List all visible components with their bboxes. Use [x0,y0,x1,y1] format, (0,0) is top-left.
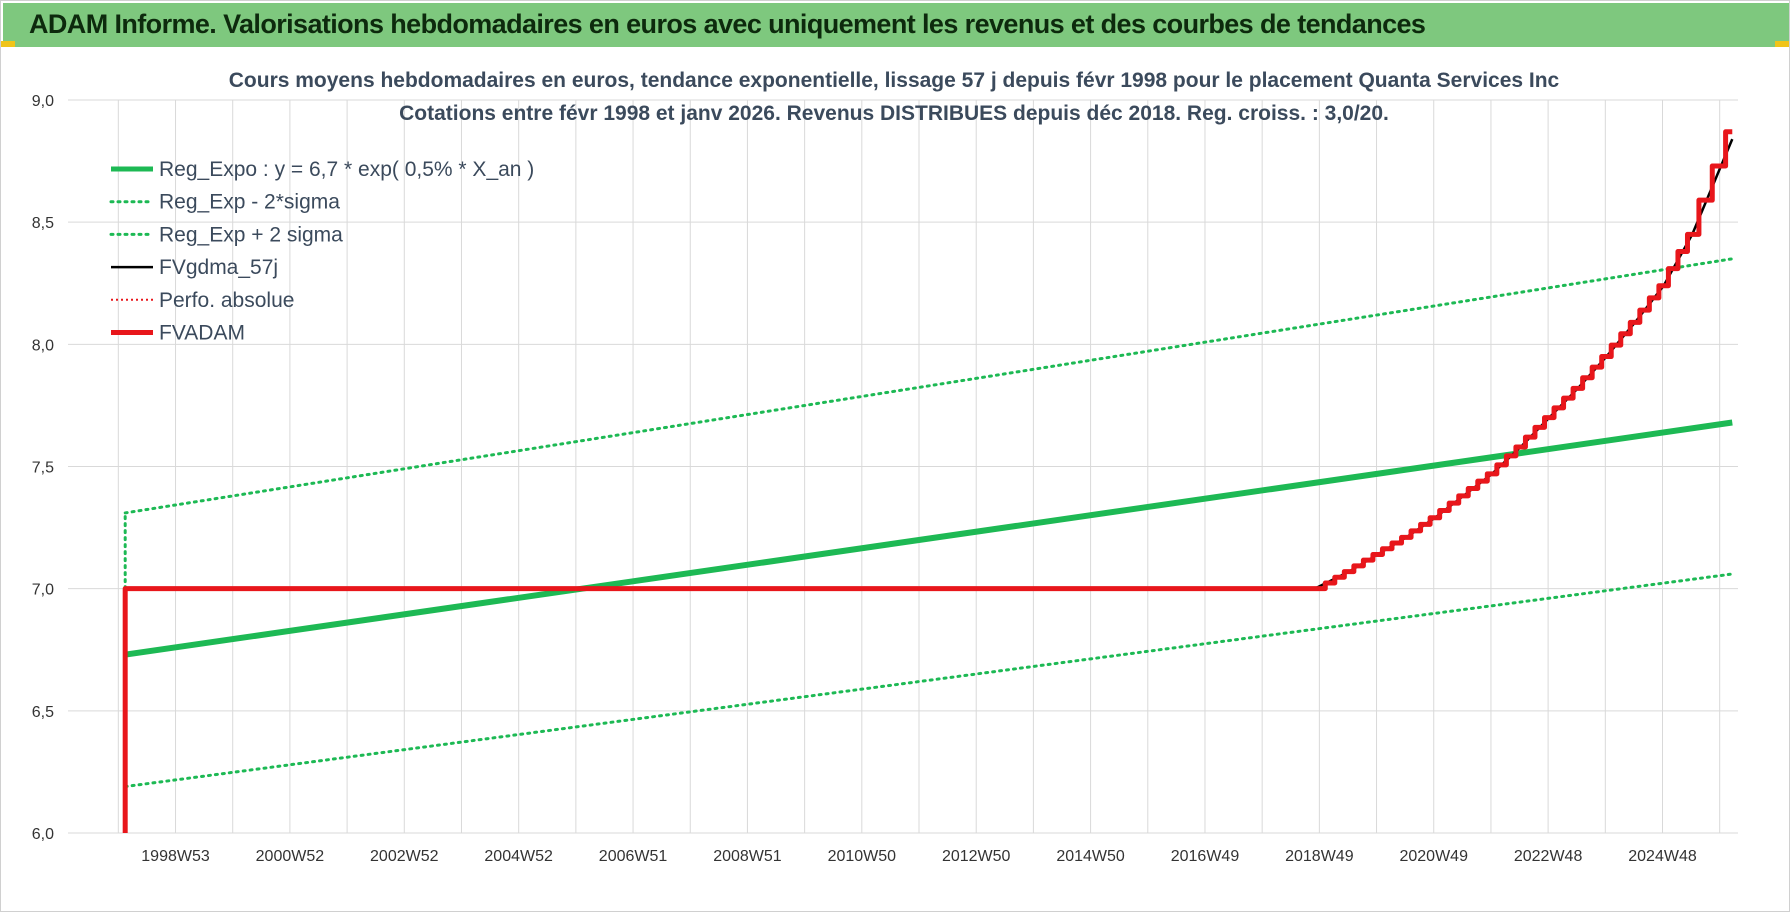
x-axis-ticks: 1998W53 2000W52 2002W52 2004W52 2006W51 2008W… [141,848,1697,865]
x-tick-label: 2012W50 [942,848,1011,865]
x-tick-label: 2002W52 [370,848,439,865]
x-tick-label: 2020W49 [1399,848,1468,865]
x-tick-label: 2024W48 [1628,848,1697,865]
corner-marker-left [1,41,15,47]
legend-label: FVADAM [159,322,245,345]
y-tick-label: 6,5 [32,704,54,721]
grid [68,99,1738,834]
x-tick-label: 2022W48 [1514,848,1583,865]
y-tick-label: 7,5 [32,460,54,477]
legend-label: Reg_Exp + 2 sigma [159,223,343,246]
chart-title-line2: Cotations entre févr 1998 et janv 2026. … [399,102,1389,125]
x-tick-label: 2000W52 [256,848,325,865]
x-tick-label: 2014W50 [1056,848,1125,865]
legend-label: Reg_Expo : y = 6,7 * exp( 0,5% * X_an ) [159,158,534,181]
series-line-6 [122,129,1733,833]
x-tick-label: 2004W52 [484,848,553,865]
x-tick-label: 2018W49 [1285,848,1354,865]
legend-label: Reg_Exp - 2*sigma [159,191,340,214]
x-tick-label: 1998W53 [141,848,210,865]
legend: Reg_Expo : y = 6,7 * exp( 0,5% * X_an ) R… [109,158,534,345]
report-title: ADAM Informe. Valorisations hebdomadaire… [29,9,1426,39]
x-tick-label: 2006W51 [599,848,668,865]
y-tick-label: 6,0 [32,826,54,843]
y-tick-label: 9,0 [32,93,54,110]
y-tick-label: 8,5 [32,215,54,232]
y-axis-ticks: 6,0 6,5 7,0 7,5 8,0 8,5 9,0 [32,93,54,843]
series-layer [122,129,1734,833]
x-tick-label: 2010W50 [828,848,897,865]
x-tick-label: 2008W51 [713,848,782,865]
series-line-1 [124,419,1733,658]
y-tick-label: 7,0 [32,582,54,599]
line-chart: 6,0 6,5 7,0 7,5 8,0 8,5 9,0 1998W53 2000W52 2002… [32,69,1738,865]
series-line-2 [123,572,1734,789]
legend-label: Perfo. absolue [159,289,294,312]
chart-title-line1: Cours moyens hebdomadaires en euros, ten… [229,69,1560,92]
corner-marker-right [1775,41,1789,47]
header-banner: ADAM Informe. Valorisations hebdomadaire… [3,3,1789,47]
y-tick-label: 8,0 [32,337,54,354]
series-line-3 [123,257,1734,515]
x-tick-label: 2016W49 [1171,848,1240,865]
legend-label: FVgdma_57j [159,256,278,279]
